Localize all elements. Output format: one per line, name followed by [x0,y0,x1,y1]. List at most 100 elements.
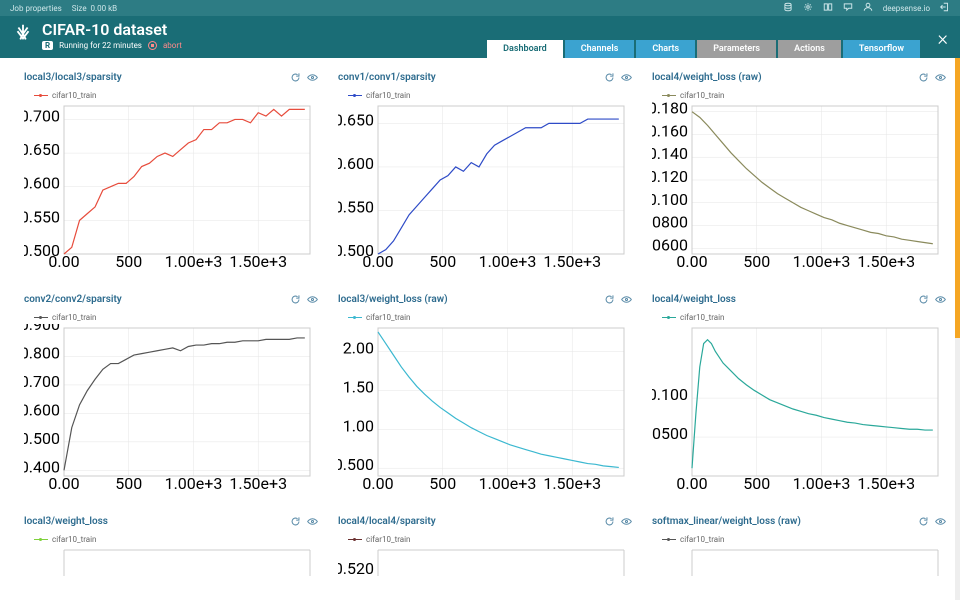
chart-plot: 0.5001.001.502.000.005001.00e+31.50e+3 [338,324,632,494]
svg-text:1.00e+3: 1.00e+3 [479,252,537,271]
tab-dashboard[interactable]: Dashboard [487,40,563,58]
job-properties-link[interactable]: Job properties [10,4,62,13]
chart-panel: local3/local3/sparsitycifar10_train0.500… [24,68,318,272]
eye-icon[interactable] [307,68,318,87]
eye-icon[interactable] [621,290,632,309]
scrollbar[interactable] [955,58,960,600]
chart-title: local3/local3/sparsity [24,72,122,83]
chart-panel: local3/weight_loss cifar10_train [24,512,318,576]
svg-text:1.50: 1.50 [343,377,374,396]
refresh-icon[interactable] [290,68,301,87]
chart-title: conv1/conv1/sparsity [338,72,436,83]
svg-text:1.00e+3: 1.00e+3 [165,252,223,271]
eye-icon[interactable] [935,512,946,531]
svg-text:0.520: 0.520 [338,559,374,576]
chart-title: conv2/conv2/sparsity [24,294,122,305]
logout-icon[interactable] [940,2,950,14]
eye-icon[interactable] [307,290,318,309]
svg-text:1.00e+3: 1.00e+3 [793,474,851,493]
brand-label: deepsense.io [883,4,930,13]
legend-label: cifar10_train [366,535,410,544]
stop-icon[interactable] [148,41,157,50]
header: CIFAR-10 dataset R Running for 22 minute… [0,16,960,58]
refresh-icon[interactable] [604,512,615,531]
svg-text:0.100: 0.100 [652,190,688,209]
database-icon[interactable] [783,2,793,14]
chart-plot: 0.06000.08000.1000.1200.1400.1600.1800.0… [652,102,946,272]
svg-text:0.0800: 0.0800 [652,213,688,232]
chart-panel: conv1/conv1/sparsitycifar10_train0.5000.… [338,68,632,272]
refresh-icon[interactable] [290,512,301,531]
eye-icon[interactable] [935,68,946,87]
refresh-icon[interactable] [290,290,301,309]
tab-actions[interactable]: Actions [778,40,841,58]
svg-text:0.140: 0.140 [652,144,688,163]
svg-text:500: 500 [743,252,770,271]
gear-icon[interactable] [803,2,813,14]
content-area: local3/local3/sparsity cifar10_train 0.500… [0,58,960,600]
legend-label: cifar10_train [52,535,96,544]
refresh-icon[interactable] [918,290,929,309]
refresh-icon[interactable] [604,290,615,309]
legend-label: cifar10_train [366,91,410,100]
chart-plot: 0.520 [338,546,632,576]
chart-title: local4/weight_loss (raw) [652,72,762,83]
legend-label: cifar10_train [52,313,96,322]
chart-title: local3/weight_loss [24,516,108,527]
chart-title: local3/weight_loss (raw) [338,294,448,305]
svg-text:0.160: 0.160 [652,121,688,140]
chart-plot: 0.5000.5500.6000.6500.7000.005001.00e+31… [24,102,318,272]
tab-tensorflow[interactable]: Tensorflow [843,40,920,58]
svg-text:0.550: 0.550 [338,197,374,216]
chart-panel: local4/weight_loss (raw) cifar10_train 0.0… [652,68,946,272]
svg-text:500: 500 [743,474,770,493]
eye-icon[interactable] [935,290,946,309]
chart-panel: local4/local4/sparsity cifar10_train 0.520 [338,512,632,576]
svg-text:0.100: 0.100 [652,385,688,404]
refresh-icon[interactable] [918,68,929,87]
svg-text:1.50e+3: 1.50e+3 [229,252,287,271]
svg-text:0.500: 0.500 [338,455,374,474]
book-icon[interactable] [823,2,833,14]
svg-text:2.00: 2.00 [343,338,374,357]
svg-text:0.00: 0.00 [48,252,79,271]
svg-text:0.650: 0.650 [338,110,374,129]
user-icon[interactable] [863,2,873,14]
svg-text:1.00e+3: 1.00e+3 [165,474,223,493]
tab-parameters[interactable]: Parameters [697,40,776,58]
svg-text:0.0500: 0.0500 [652,424,688,443]
eye-icon[interactable] [621,68,632,87]
app-logo-icon [12,22,34,48]
svg-text:500: 500 [115,474,142,493]
svg-text:0.900: 0.900 [24,324,60,334]
svg-text:0.550: 0.550 [24,207,60,226]
legend-label: cifar10_train [366,313,410,322]
chart-title: local4/local4/sparsity [338,516,436,527]
svg-text:0.600: 0.600 [338,154,374,173]
tab-charts[interactable]: Charts [636,40,695,58]
chart-title: softmax_linear/weight_loss (raw) [652,516,801,527]
eye-icon[interactable] [307,512,318,531]
eye-icon[interactable] [621,512,632,531]
svg-text:0.120: 0.120 [652,167,688,186]
svg-text:1.00e+3: 1.00e+3 [793,252,851,271]
svg-text:0.180: 0.180 [652,102,688,118]
close-icon[interactable]: × [938,26,948,50]
svg-text:0.600: 0.600 [24,400,60,419]
chart-plot [652,546,946,576]
legend-label: cifar10_train [680,313,724,322]
chart-panel: local4/weight_loss cifar10_train 0.0500 0.1… [652,290,946,494]
svg-text:0.650: 0.650 [24,140,60,159]
chart-plot: 0.5000.5500.6000.6500.005001.00e+31.50e+… [338,102,632,272]
svg-text:0.700: 0.700 [24,372,60,391]
tab-channels[interactable]: Channels [565,40,635,58]
chat-icon[interactable] [843,2,853,14]
chart-panel: local3/weight_loss (raw) cifar10_train 0.5… [338,290,632,494]
chart-title: local4/weight_loss [652,294,736,305]
legend-label: cifar10_train [680,91,724,100]
refresh-icon[interactable] [604,68,615,87]
refresh-icon[interactable] [918,512,929,531]
svg-text:0.00: 0.00 [362,252,393,271]
abort-link[interactable]: abort [163,41,182,50]
size-info: Size 0.00 kB [72,4,117,13]
